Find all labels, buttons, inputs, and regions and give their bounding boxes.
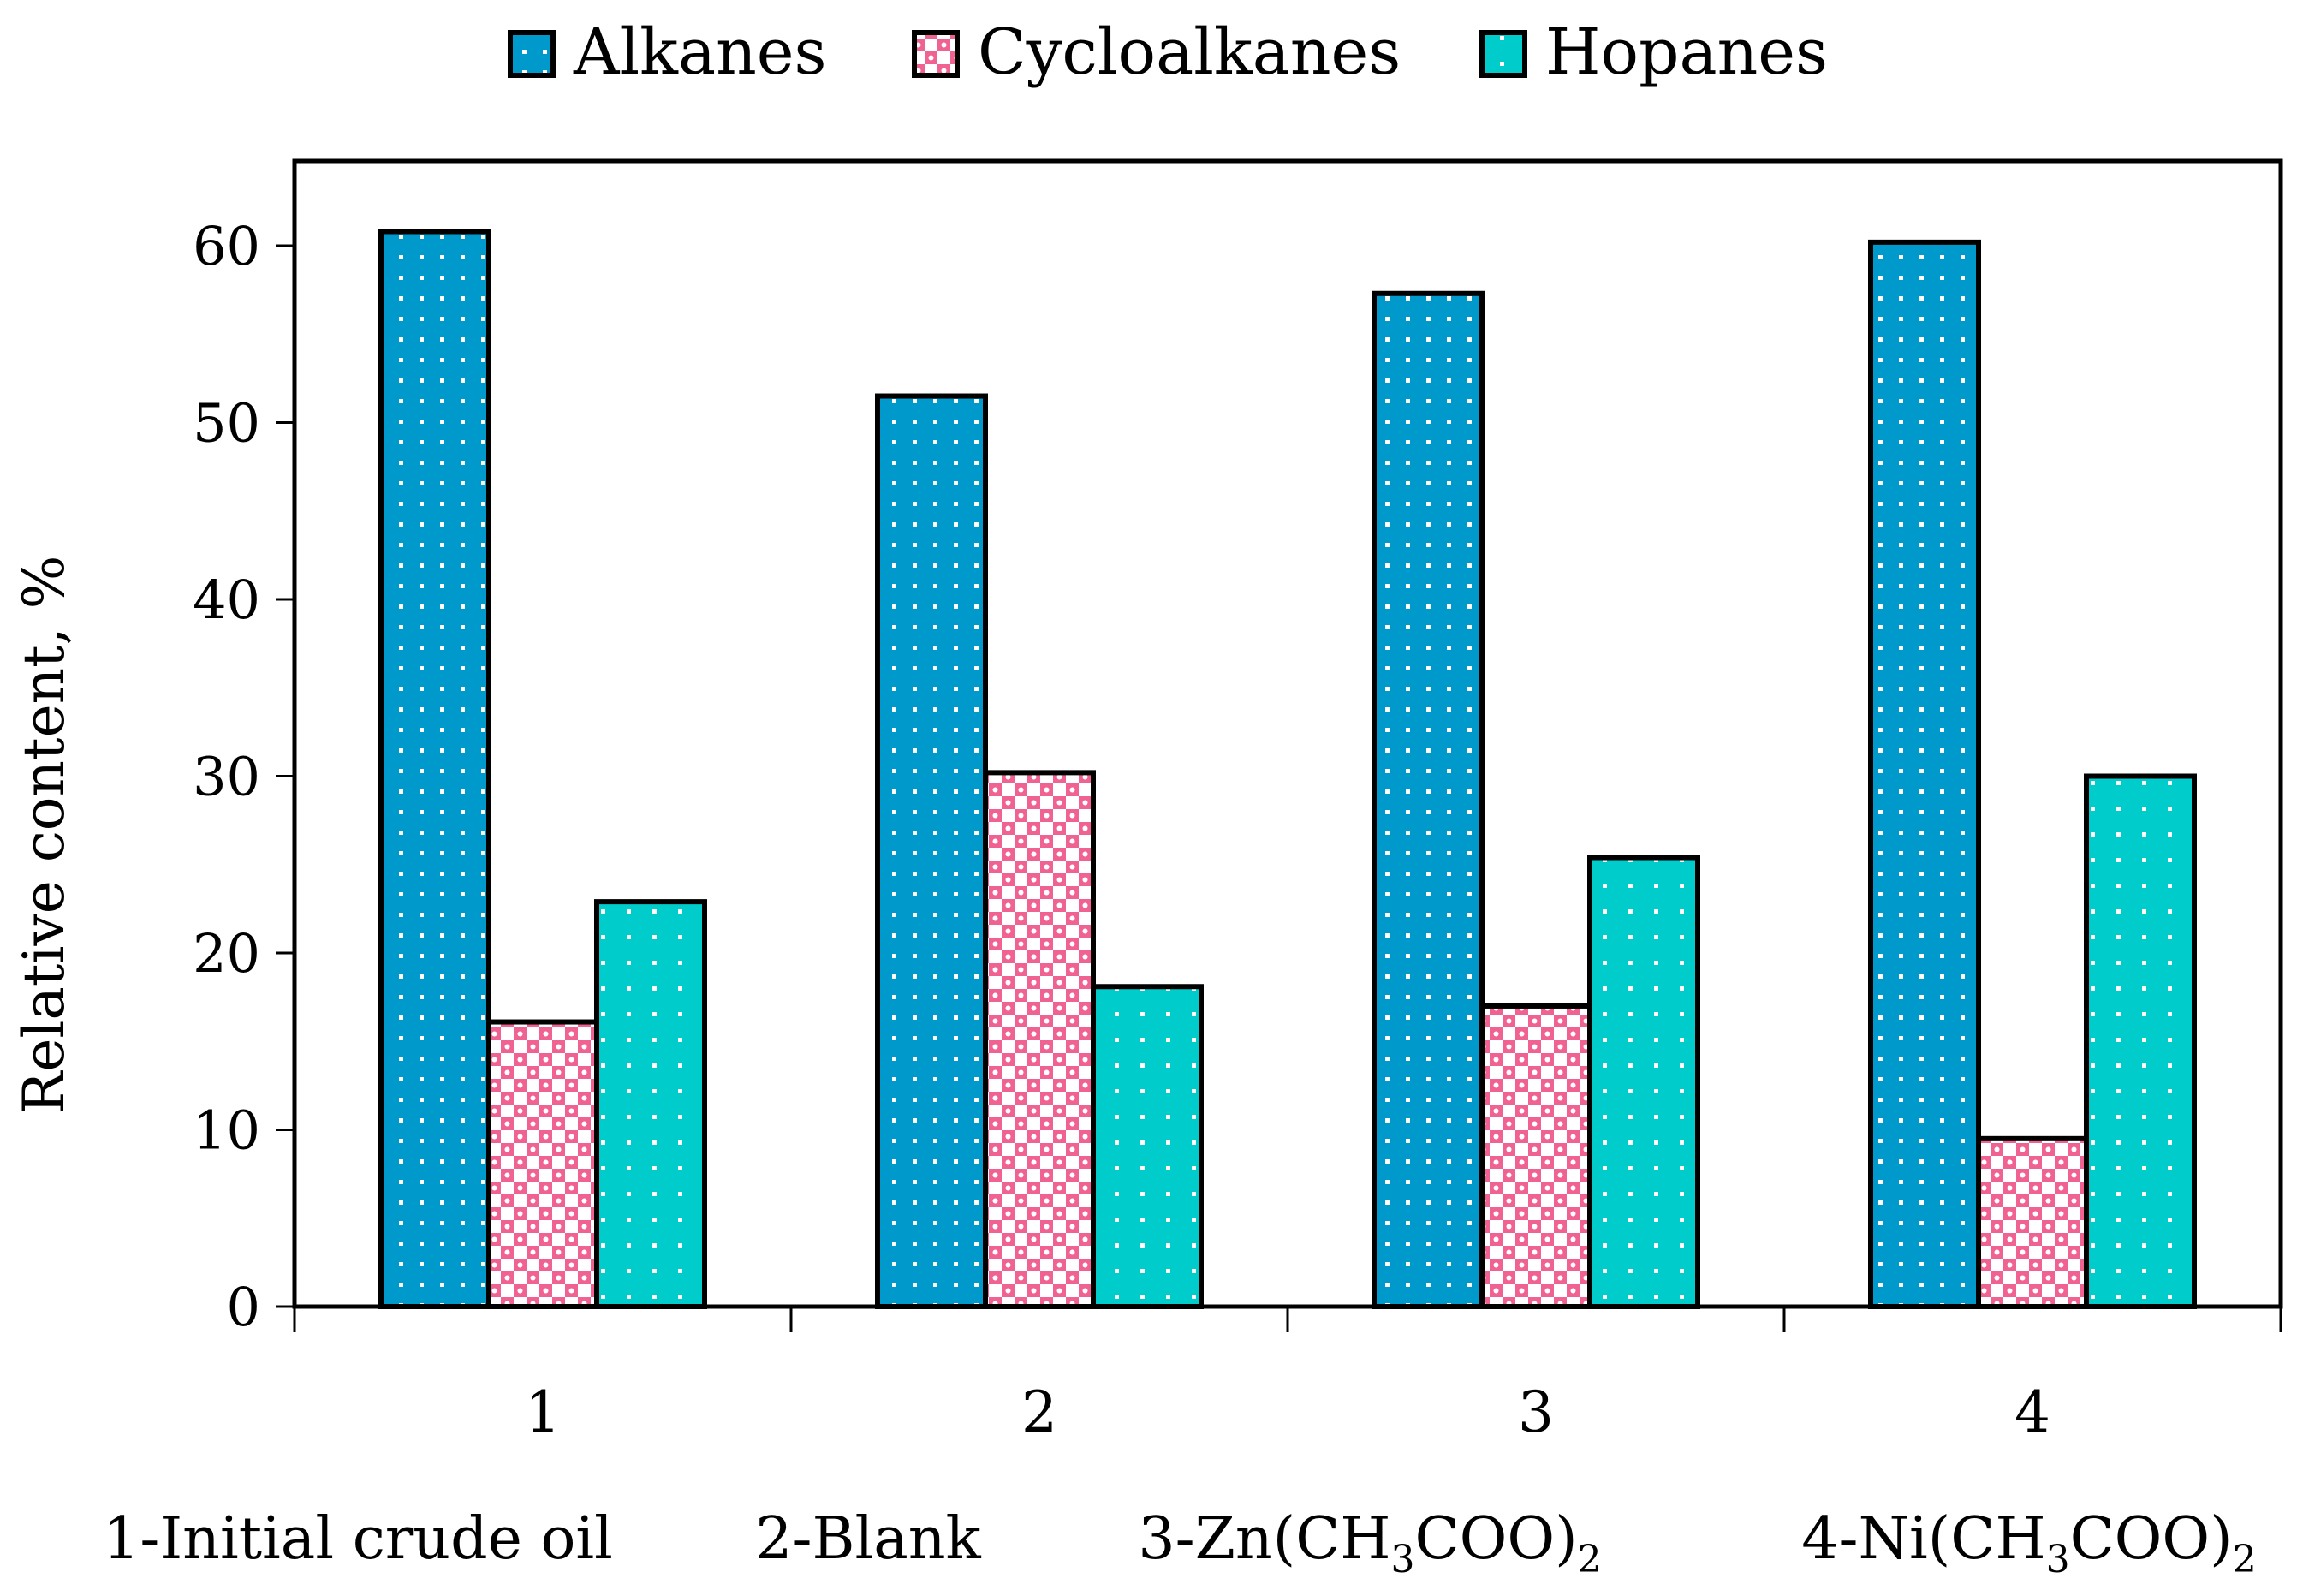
legend-swatch-alkanes — [508, 30, 556, 78]
legend-label-alkanes: Alkanes — [573, 15, 827, 89]
note-3-sub1: 3 — [1391, 1538, 1415, 1581]
legend-item-alkanes: Alkanes — [508, 15, 827, 89]
x-tick-label: 3 — [1518, 1379, 1554, 1445]
y-tick-label: 50 — [193, 392, 260, 455]
x-tick-label: 1 — [525, 1379, 561, 1445]
note-3-mid: COO) — [1415, 1505, 1578, 1573]
legend-item-hopanes: Hopanes — [1479, 15, 1828, 89]
bar-alkanes-1 — [378, 229, 491, 1310]
note-2: 2-Blank — [755, 1505, 981, 1573]
note-4-sub1: 3 — [2046, 1538, 2070, 1581]
note-4-sub2: 2 — [2233, 1538, 2257, 1581]
axes: 0 10 20 30 40 50 60 1 2 3 4 — [193, 215, 2282, 1445]
bar-alkanes-4 — [1868, 239, 1981, 1309]
bar-cycloalkanes-2 — [983, 770, 1096, 1309]
legend-item-cycloalkanes: Cycloalkanes — [912, 15, 1401, 89]
bar-hopanes-3 — [1587, 855, 1700, 1309]
bar-hopanes-2 — [1091, 984, 1204, 1309]
note-1: 1-Initial crude oil — [103, 1505, 613, 1573]
y-tick-label: 10 — [193, 1099, 260, 1162]
note-2-prefix: 2-Blank — [755, 1505, 981, 1573]
bar-cycloalkanes-1 — [486, 1019, 599, 1310]
y-tick-label: 40 — [193, 569, 260, 631]
category-notes: 1-Initial crude oil 2-Blank 3-Zn(CH3COO)… — [103, 1505, 2257, 1581]
bar-hopanes-4 — [2084, 773, 2197, 1309]
y-tick-label: 60 — [193, 215, 260, 277]
bar-cycloalkanes-4 — [1976, 1135, 2089, 1309]
bar-alkanes-2 — [875, 393, 988, 1309]
legend-swatch-cycloalkanes — [912, 30, 960, 78]
note-3-sub2: 2 — [1578, 1538, 1602, 1581]
note-3: 3-Zn(CH3COO)2 — [1138, 1505, 1601, 1581]
x-tick-label: 4 — [2014, 1379, 2050, 1445]
y-tick-label: 30 — [193, 746, 260, 808]
y-axis-label: Relative content, % — [11, 556, 77, 1115]
y-tick-label: 0 — [227, 1276, 260, 1338]
note-1-prefix: 1-Initial crude oil — [103, 1505, 613, 1573]
bar-cycloalkanes-3 — [1479, 1003, 1592, 1309]
legend-label-cycloalkanes: Cycloalkanes — [978, 15, 1401, 89]
bar-hopanes-1 — [594, 899, 707, 1309]
y-tick-label: 20 — [193, 922, 260, 985]
note-4: 4-Ni(CH3COO)2 — [1801, 1505, 2256, 1581]
legend-label-hopanes: Hopanes — [1545, 15, 1828, 89]
note-4-prefix: 4-Ni(CH — [1801, 1505, 2045, 1573]
bars — [378, 229, 2197, 1310]
x-tick-label: 2 — [1021, 1379, 1057, 1445]
legend: Alkanes Cycloalkanes Hopanes — [508, 15, 1828, 89]
note-4-mid: COO) — [2070, 1505, 2233, 1573]
bar-alkanes-3 — [1372, 290, 1485, 1309]
legend-swatch-hopanes — [1479, 30, 1527, 78]
note-3-prefix: 3-Zn(CH — [1138, 1505, 1390, 1573]
